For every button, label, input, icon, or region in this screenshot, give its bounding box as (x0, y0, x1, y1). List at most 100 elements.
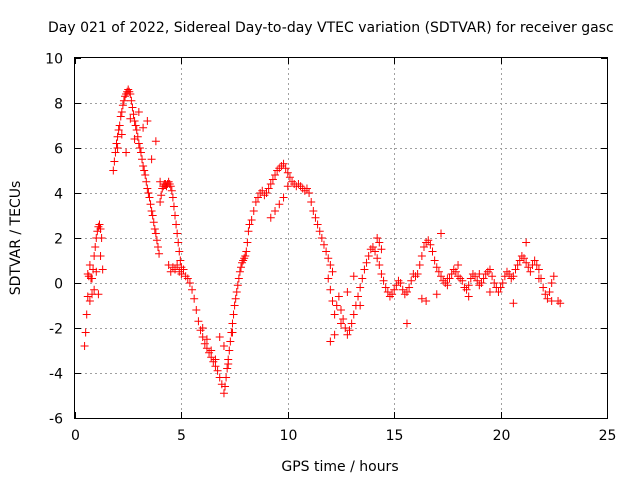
data-point (198, 324, 207, 332)
data-point (456, 274, 465, 283)
data-point (146, 200, 155, 209)
data-point (97, 234, 106, 242)
data-point (198, 333, 207, 341)
data-point (490, 279, 499, 287)
data-point (151, 229, 160, 238)
data-point (122, 148, 131, 157)
data-point (356, 283, 365, 292)
data-point (498, 279, 507, 287)
y-axis-tick-labels: -6 -4 -2 0 2 4 6 8 10 (45, 52, 63, 428)
data-point (130, 135, 139, 143)
data-point (91, 243, 100, 251)
data-point (150, 225, 159, 233)
data-point (85, 297, 94, 305)
data-point (385, 292, 394, 301)
x-tick-label: 20 (493, 428, 511, 444)
data-point (326, 337, 335, 346)
x-tick-label: 0 (71, 428, 80, 444)
data-point (110, 157, 119, 166)
x-tick-label: 15 (386, 428, 404, 444)
data-point (522, 238, 531, 247)
data-point (485, 265, 494, 274)
data-point (243, 238, 252, 247)
data-point (151, 137, 160, 146)
data-point (341, 324, 350, 332)
chart-title: Day 021 of 2022, Sidereal Day-to-day VTE… (48, 20, 614, 36)
data-point (209, 357, 218, 366)
data-point (464, 281, 473, 290)
data-point (485, 288, 494, 296)
data-point (113, 144, 122, 152)
data-point (109, 166, 118, 175)
data-point (356, 301, 365, 310)
data-point (371, 247, 380, 256)
y-tick-label: 6 (54, 142, 63, 158)
data-point (244, 227, 253, 236)
data-point (541, 290, 550, 299)
data-point (221, 382, 230, 391)
data-point (413, 270, 422, 278)
data-point (207, 346, 216, 355)
data-point (235, 267, 244, 276)
data-point (139, 123, 148, 132)
data-point (168, 263, 177, 272)
data-point (135, 144, 144, 152)
data-point (224, 360, 233, 368)
data-point (437, 272, 446, 281)
data-point (447, 270, 456, 278)
data-point (117, 108, 126, 116)
data-point (432, 263, 441, 272)
data-point (202, 335, 211, 344)
data-point (96, 225, 105, 233)
data-point (202, 344, 211, 353)
data-point (532, 261, 541, 269)
data-point (454, 261, 463, 269)
data-point (345, 326, 354, 335)
data-point (326, 285, 335, 294)
data-point (143, 117, 152, 125)
data-point (373, 234, 382, 242)
data-point (169, 202, 178, 211)
data-point (441, 279, 450, 287)
data-point (437, 229, 446, 238)
data-point (311, 213, 320, 222)
data-point (112, 139, 121, 148)
data-point (152, 236, 161, 245)
data-point (177, 270, 186, 278)
data-point (94, 290, 103, 299)
data-point (524, 263, 533, 272)
data-point (526, 267, 535, 276)
data-point (141, 171, 150, 179)
data-point (228, 328, 237, 337)
data-point (364, 252, 373, 260)
data-point (128, 103, 137, 112)
data-point (415, 261, 424, 269)
data-point (294, 180, 303, 188)
data-points (80, 85, 565, 398)
data-point (266, 213, 275, 222)
data-point (443, 281, 452, 290)
data-point (176, 256, 185, 265)
y-tick-label: 10 (45, 52, 63, 68)
data-point (358, 274, 367, 283)
data-point (249, 207, 258, 215)
data-point (155, 249, 164, 258)
data-point (347, 319, 356, 328)
data-point (494, 288, 503, 296)
data-point (174, 238, 183, 247)
data-point (226, 337, 235, 346)
data-point (240, 254, 249, 263)
data-point (96, 252, 105, 260)
plot-frame (74, 57, 608, 419)
data-point (434, 267, 443, 276)
data-point (473, 276, 482, 285)
data-point (375, 261, 384, 269)
data-point (398, 285, 407, 294)
data-point (534, 274, 543, 283)
data-point (332, 301, 341, 310)
data-point (111, 148, 120, 157)
data-point (175, 247, 184, 256)
data-point (328, 267, 337, 276)
data-point (509, 272, 518, 281)
data-point (85, 261, 94, 269)
